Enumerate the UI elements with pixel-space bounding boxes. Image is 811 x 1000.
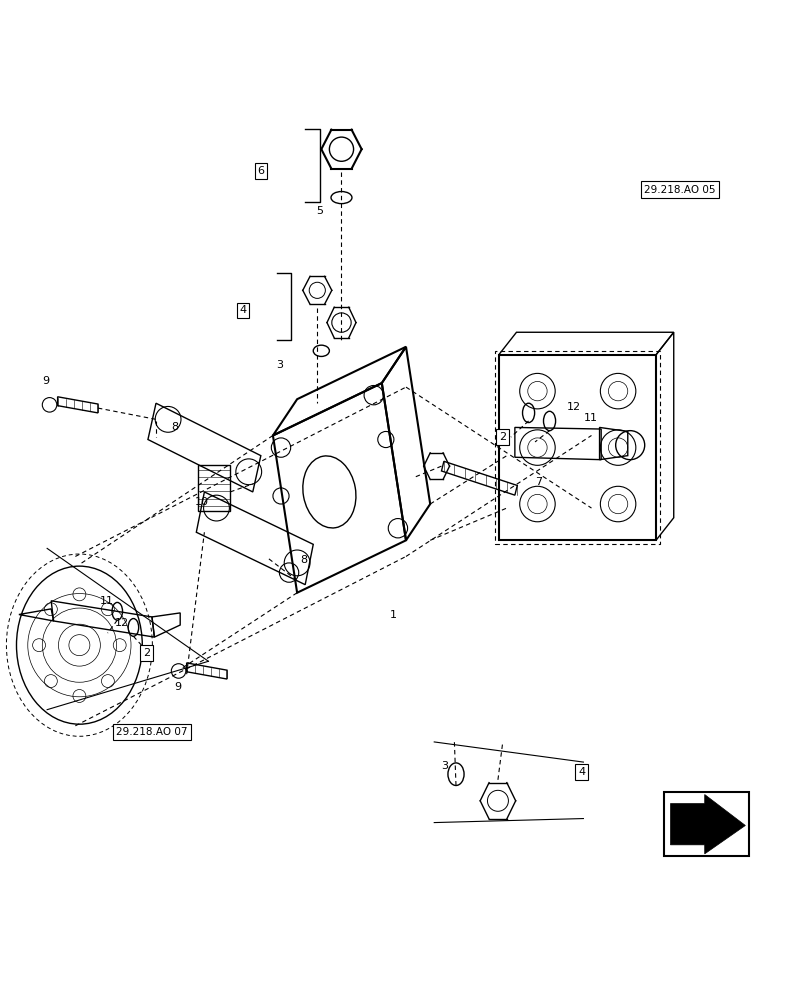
Text: 2: 2 [143,648,150,658]
Polygon shape [670,795,744,854]
Text: 8: 8 [171,422,178,432]
Text: 3: 3 [440,761,448,771]
Text: 1: 1 [389,610,397,620]
Text: 7: 7 [534,477,542,487]
Text: 9: 9 [42,376,49,386]
Text: 6: 6 [257,166,264,176]
Text: 8: 8 [300,555,307,565]
Text: 4: 4 [577,767,585,777]
Text: 12: 12 [567,402,581,412]
Text: 5: 5 [315,206,323,216]
Text: 9: 9 [174,682,182,692]
Text: 29.218.AO 07: 29.218.AO 07 [116,727,187,737]
Text: 4: 4 [239,305,247,315]
Text: 12: 12 [114,618,128,628]
Text: 29.218.AO 05: 29.218.AO 05 [643,185,714,195]
Text: 3: 3 [276,360,283,370]
Text: 2: 2 [499,432,506,442]
Text: 11: 11 [582,413,597,423]
Text: 11: 11 [100,596,114,606]
Text: 10: 10 [194,497,208,507]
